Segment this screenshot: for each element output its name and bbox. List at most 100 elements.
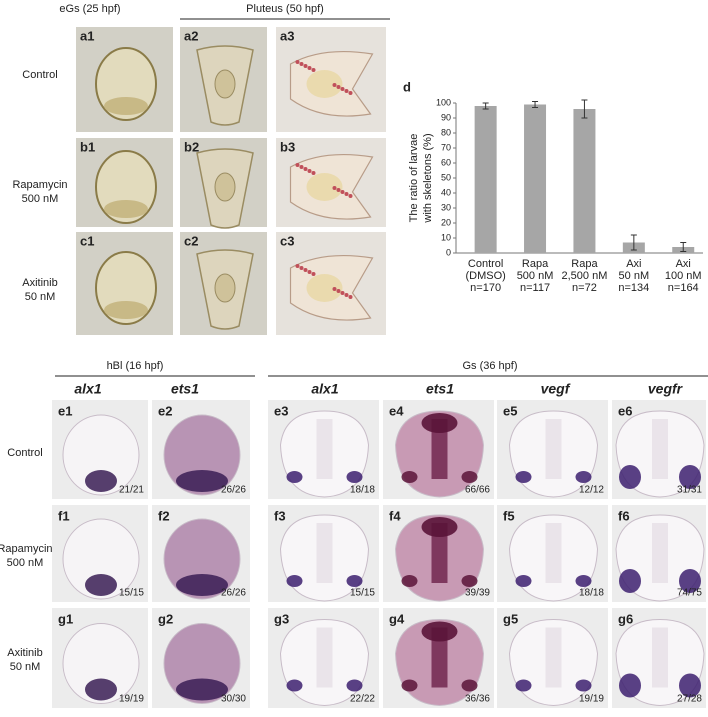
stain [515, 575, 532, 587]
pigment-cell [303, 268, 308, 272]
pigment-cell [340, 291, 345, 295]
pigment-cell [344, 192, 349, 196]
pigment-cell [295, 264, 300, 268]
row-label: Rapamycin [0, 543, 53, 555]
count-label: 39/39 [465, 588, 490, 599]
count-label: 19/19 [579, 694, 604, 705]
y-tick-label: 90 [441, 112, 451, 122]
pigment-cell [307, 169, 312, 173]
count-label: 12/12 [579, 485, 604, 496]
stain [421, 517, 458, 537]
panel-label: e1 [58, 403, 72, 418]
panel-label: g6 [618, 611, 633, 626]
gene-label: alx1 [74, 381, 101, 397]
stain [401, 575, 418, 587]
larva-gut [214, 273, 236, 303]
pigment-cell [332, 287, 337, 291]
y-axis-label: The ratio of larvae [408, 134, 420, 223]
panel-label: f1 [58, 508, 70, 523]
x-tick-label: Rapa [522, 258, 549, 270]
row-label: 500 nM [7, 557, 44, 569]
column-header: eGs (25 hpf) [59, 3, 120, 15]
y-tick-label: 30 [441, 202, 451, 212]
stain [679, 569, 701, 593]
stain [679, 465, 701, 489]
panel-label: a2 [184, 28, 198, 43]
stain [461, 679, 478, 692]
y-tick-label: 70 [441, 142, 451, 152]
y-tick-label: 60 [441, 157, 451, 167]
pigment-cell [311, 68, 316, 72]
pigment-cell [336, 85, 341, 89]
archenteron [652, 523, 668, 583]
bar [524, 104, 547, 253]
row-label: Rapamycin [12, 179, 67, 191]
embryo-gut [104, 200, 148, 218]
x-tick-label: Rapa [571, 258, 598, 270]
panel-label: b2 [184, 139, 199, 154]
larva-gut [306, 70, 343, 98]
stain [515, 471, 532, 483]
larva-gut [306, 173, 343, 201]
x-tick-label: Axi [626, 258, 641, 270]
count-label: 26/26 [221, 485, 246, 496]
panel-label: f5 [503, 508, 515, 523]
panel-label: g5 [503, 611, 518, 626]
count-label: 19/19 [119, 694, 144, 705]
x-tick-label: 100 nM [665, 270, 702, 282]
count-label: 15/15 [119, 588, 144, 599]
y-axis-label: with skeletons (%) [422, 133, 434, 223]
row-label: 50 nM [25, 291, 56, 303]
row-label: Axitinib [7, 647, 42, 659]
stain [286, 471, 303, 483]
pigment-cell [307, 270, 312, 274]
pigment-cell [348, 194, 353, 198]
panel-label: f3 [274, 508, 286, 523]
panel-label: a1 [80, 28, 94, 43]
archenteron [545, 419, 562, 479]
stain [515, 679, 532, 692]
panel-label: a3 [280, 28, 294, 43]
pigment-cell [307, 66, 312, 70]
gene-label: ets1 [171, 381, 199, 397]
pigment-cell [332, 83, 337, 87]
embryo-gut [104, 97, 148, 115]
x-tick-label: n=164 [668, 282, 699, 294]
pigment-cell [299, 62, 304, 66]
x-tick-label: n=170 [470, 282, 501, 294]
count-label: 18/18 [579, 588, 604, 599]
column-header: Gs (36 hpf) [462, 360, 517, 372]
pigment-cell [336, 289, 341, 293]
y-tick-label: 50 [441, 172, 451, 182]
larva-gut [306, 274, 343, 302]
stain [619, 465, 641, 489]
count-label: 36/36 [465, 694, 490, 705]
count-label: 27/28 [677, 694, 702, 705]
stain [346, 471, 363, 483]
archenteron [652, 627, 668, 688]
archenteron [316, 419, 333, 479]
panel-label: g3 [274, 611, 289, 626]
stain [85, 678, 117, 701]
x-tick-label: (DMSO) [465, 270, 505, 282]
panel-label: e2 [158, 403, 172, 418]
row-label: Control [22, 69, 57, 81]
pigment-cell [311, 272, 316, 276]
stain [176, 678, 228, 701]
y-tick-label: 100 [436, 97, 451, 107]
archenteron [316, 523, 333, 583]
panel-label: c1 [80, 233, 94, 248]
x-tick-label: 50 nM [619, 270, 650, 282]
archenteron [545, 627, 562, 688]
x-tick-label: Control [468, 258, 503, 270]
panel-label: f2 [158, 508, 170, 523]
x-tick-label: n=72 [572, 282, 597, 294]
column-header: hBl (16 hpf) [107, 360, 164, 372]
panel-label: f6 [618, 508, 630, 523]
stain [286, 575, 303, 587]
x-tick-label: 500 nM [517, 270, 554, 282]
y-tick-label: 10 [441, 232, 451, 242]
stain [176, 574, 228, 596]
pigment-cell [344, 89, 349, 93]
